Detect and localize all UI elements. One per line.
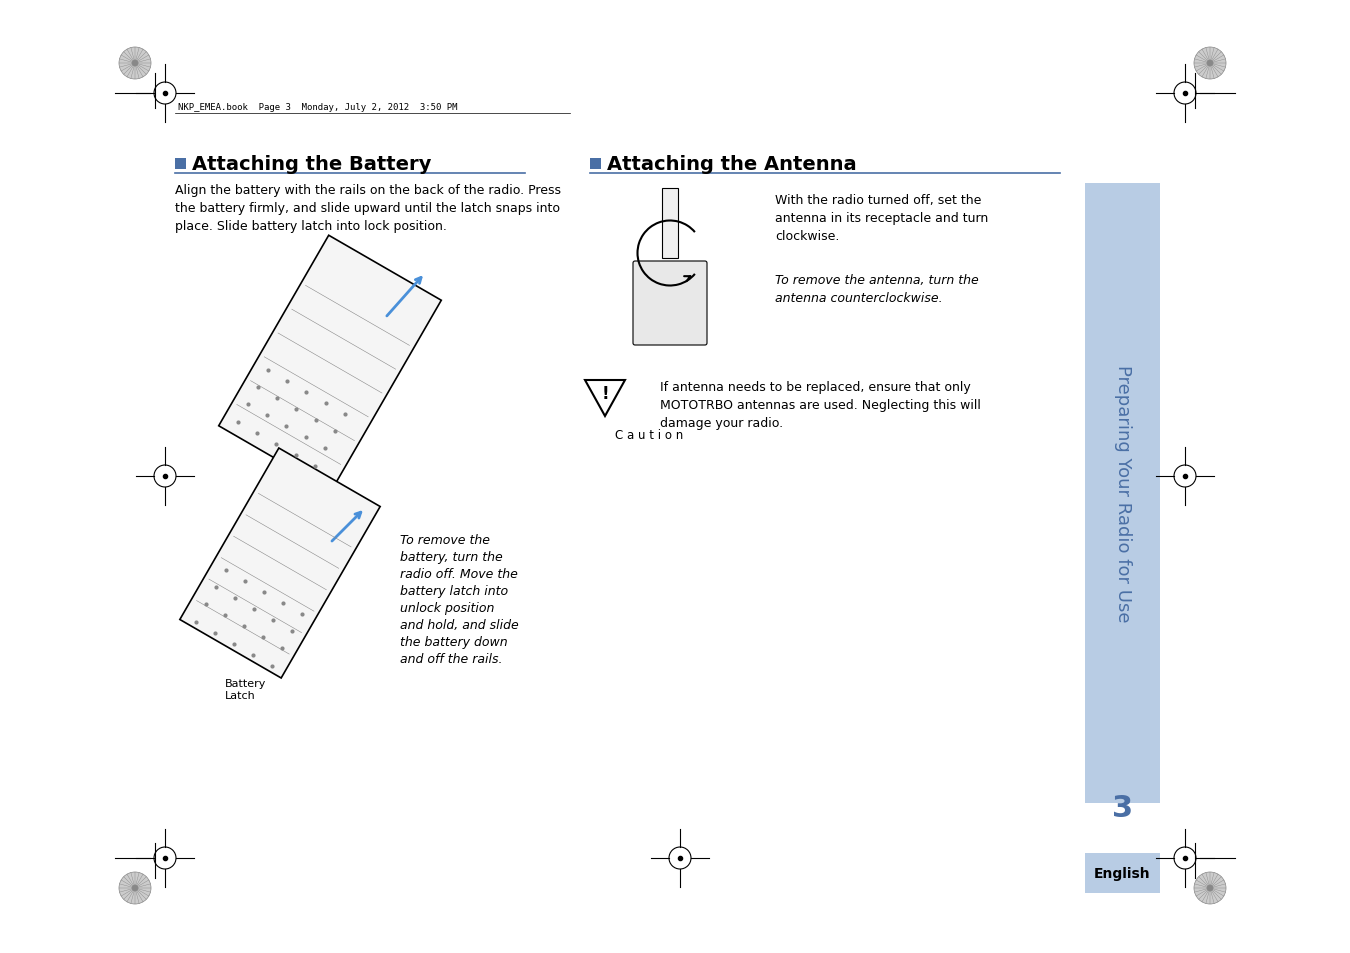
Circle shape bbox=[132, 885, 138, 891]
Text: If antenna needs to be replaced, ensure that only
MOTOTRBO antennas are used. Ne: If antenna needs to be replaced, ensure … bbox=[660, 380, 981, 430]
Text: Preparing Your Radio for Use: Preparing Your Radio for Use bbox=[1114, 365, 1131, 622]
Circle shape bbox=[1193, 48, 1226, 80]
FancyBboxPatch shape bbox=[662, 189, 678, 258]
Polygon shape bbox=[180, 449, 381, 679]
FancyBboxPatch shape bbox=[590, 158, 601, 170]
Text: With the radio turned off, set the
antenna in its receptacle and turn
clockwise.: With the radio turned off, set the anten… bbox=[775, 193, 988, 243]
Circle shape bbox=[119, 48, 151, 80]
Polygon shape bbox=[219, 236, 441, 491]
Circle shape bbox=[1207, 885, 1214, 891]
Text: To remove the
battery, turn the
radio off. Move the
battery latch into
unlock po: To remove the battery, turn the radio of… bbox=[400, 534, 518, 665]
FancyBboxPatch shape bbox=[176, 158, 186, 170]
Polygon shape bbox=[585, 380, 625, 416]
Text: C a u t i o n: C a u t i o n bbox=[616, 429, 683, 441]
Text: Align the battery with the rails on the back of the radio. Press
the battery fir: Align the battery with the rails on the … bbox=[176, 184, 562, 233]
Circle shape bbox=[119, 872, 151, 904]
Text: 3: 3 bbox=[1112, 794, 1133, 822]
Text: NKP_EMEA.book  Page 3  Monday, July 2, 2012  3:50 PM: NKP_EMEA.book Page 3 Monday, July 2, 201… bbox=[178, 103, 458, 112]
Text: Battery
Latch: Battery Latch bbox=[225, 679, 266, 700]
FancyBboxPatch shape bbox=[1085, 184, 1160, 803]
Circle shape bbox=[1193, 872, 1226, 904]
Circle shape bbox=[1207, 61, 1214, 67]
FancyBboxPatch shape bbox=[1085, 853, 1160, 893]
Circle shape bbox=[132, 61, 138, 67]
Text: To remove the antenna, turn the
antenna counterclockwise.: To remove the antenna, turn the antenna … bbox=[775, 274, 979, 305]
FancyBboxPatch shape bbox=[633, 262, 707, 346]
Text: Attaching the Antenna: Attaching the Antenna bbox=[608, 154, 857, 173]
Text: Attaching the Battery: Attaching the Battery bbox=[192, 154, 432, 173]
Text: English: English bbox=[1095, 866, 1150, 880]
Text: !: ! bbox=[601, 385, 609, 402]
